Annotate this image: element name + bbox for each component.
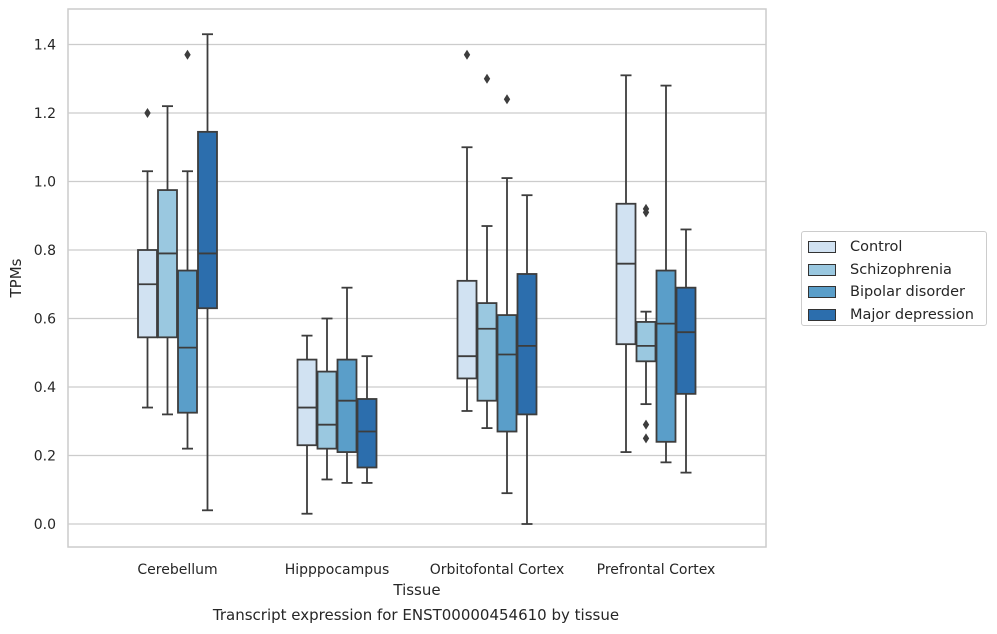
series-major-depression — [197, 33, 697, 525]
y-tick-label: 1.4 — [34, 38, 56, 54]
box — [516, 194, 538, 525]
box-body — [296, 358, 318, 447]
legend-swatch-bipolar-disorder — [808, 286, 836, 299]
x-tick-labels: Cerebellum Hipppocampus Orbitofontal Corte… — [137, 562, 715, 578]
box — [177, 49, 198, 450]
box-body — [316, 370, 338, 450]
box-body — [675, 286, 697, 395]
outlier-point — [144, 108, 151, 118]
box-body — [177, 269, 198, 414]
legend-swatch-control — [808, 241, 836, 254]
legend-swatch-major-depression — [808, 308, 836, 321]
box-body — [137, 249, 158, 339]
x-axis-label: Tissue — [392, 581, 440, 599]
box-body — [496, 314, 518, 433]
legend-label-control: Control — [850, 239, 903, 256]
y-axis-label: TPMs — [7, 258, 25, 298]
box-body — [615, 202, 637, 346]
legend-item-bipolar-disorder: Bipolar disorder — [802, 281, 986, 304]
box — [496, 94, 518, 495]
series-schizophrenia — [157, 73, 657, 481]
outlier-point — [503, 94, 511, 105]
y-tick-label: 0.2 — [34, 449, 56, 465]
outlier-point — [184, 49, 191, 60]
series-control — [137, 49, 637, 515]
outlier-point — [463, 49, 471, 60]
legend: Control Schizophrenia Bipolar disorder M… — [801, 231, 987, 326]
outlier-point — [642, 419, 650, 430]
y-tick-label: 0.0 — [34, 517, 56, 533]
box-body — [157, 189, 178, 339]
box-body — [655, 269, 677, 443]
box-body — [456, 279, 478, 380]
plot-frame — [67, 8, 767, 548]
box-body — [516, 273, 538, 416]
series-bipolar-disorder — [177, 49, 677, 495]
box-body — [197, 130, 218, 310]
box — [137, 108, 158, 409]
box — [615, 74, 637, 453]
box — [655, 84, 677, 464]
box — [157, 105, 178, 416]
legend-item-control: Control — [802, 236, 986, 259]
box — [456, 49, 478, 412]
x-tick-label: Orbitofontal Cortex — [430, 562, 565, 578]
y-tick-label: 0.8 — [34, 243, 56, 259]
chart-caption: Transcript expression for ENST0000045461… — [212, 606, 620, 624]
y-tick-label: 0.6 — [34, 312, 56, 328]
box-body — [356, 398, 378, 469]
box-body — [476, 302, 498, 402]
box-body — [336, 358, 358, 453]
box-body — [635, 321, 657, 363]
y-tick-label: 1.0 — [34, 175, 56, 191]
box — [316, 317, 338, 481]
legend-item-major-depression: Major depression — [802, 304, 986, 327]
x-tick-label: Hipppocampus — [285, 562, 390, 578]
y-tick-labels: 0.0 0.2 0.4 0.6 0.8 1.0 1.2 1.4 — [34, 38, 56, 534]
box — [336, 286, 358, 484]
legend-item-schizophrenia: Schizophrenia — [802, 259, 986, 282]
box-series — [137, 33, 697, 525]
outlier-point — [483, 73, 491, 84]
outlier-point — [642, 203, 650, 214]
legend-label-schizophrenia: Schizophrenia — [850, 261, 952, 278]
box — [675, 228, 697, 474]
x-tick-label: Prefrontal Cortex — [597, 562, 716, 578]
box — [296, 334, 318, 515]
box — [197, 33, 218, 512]
legend-label-major-depression: Major depression — [850, 306, 974, 323]
box — [635, 203, 657, 444]
legend-label-bipolar-disorder: Bipolar disorder — [850, 284, 965, 301]
x-tick-label: Cerebellum — [137, 562, 217, 578]
outlier-point — [642, 433, 650, 444]
y-tick-label: 0.4 — [34, 380, 56, 396]
legend-swatch-schizophrenia — [808, 263, 836, 276]
box — [356, 355, 378, 484]
y-tick-label: 1.2 — [34, 106, 56, 122]
box — [476, 73, 498, 430]
